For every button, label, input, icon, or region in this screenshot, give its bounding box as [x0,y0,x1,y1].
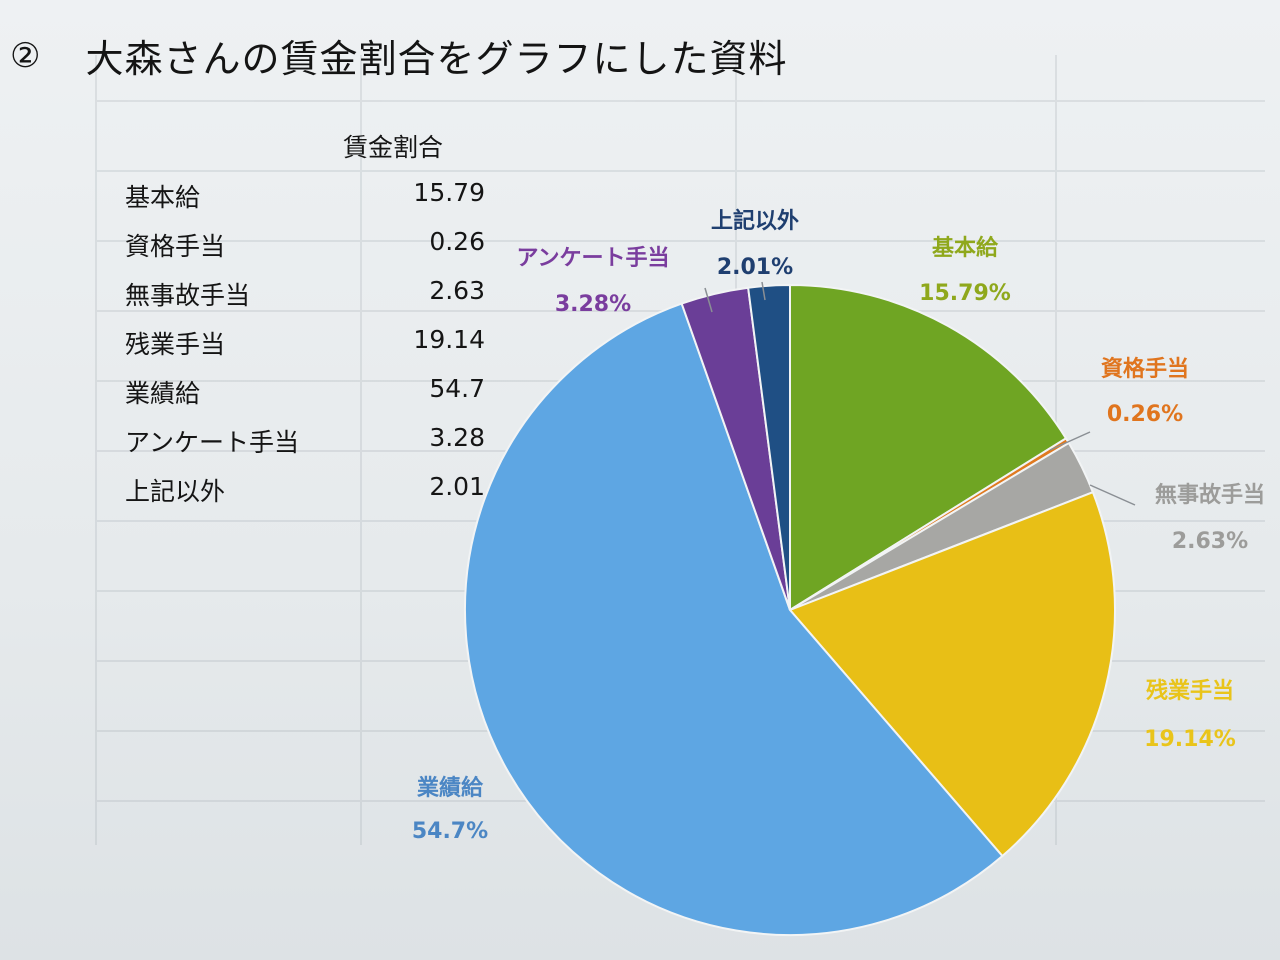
pie-slice-7 [747,283,791,611]
table-row: アンケート手当 3.28 [125,423,485,463]
leader-line [704,287,713,313]
row-label: アンケート手当 [125,428,300,457]
leader-line [1049,431,1091,451]
title-text: 大森さんの賃金割合をグラフにした資料 [85,37,788,81]
slice-name-label: 上記以外 [711,208,799,234]
row-label: 残業手当 [125,330,226,359]
row-value: 54.7 [429,374,485,403]
slice-name-label: 業績給 [417,775,484,801]
slice-percent-label: 19.14% [1144,727,1236,752]
table-row: 基本給 15.79 [125,178,485,218]
pie-slice-4 [788,490,1116,858]
pie-slices [464,283,1116,936]
row-value: 0.26 [429,227,485,256]
slice-name-label: 資格手当 [1101,356,1189,382]
row-label: 上記以外 [125,477,226,506]
table-row: 無事故手当 2.63 [125,276,485,316]
row-value: 19.14 [413,325,485,354]
row-value: 2.01 [429,472,485,501]
row-value: 3.28 [429,423,485,452]
leader-line [1089,484,1136,506]
pie-slice-1 [789,283,1068,612]
slice-name-label: 無事故手当 [1155,482,1265,508]
row-label: 資格手当 [125,232,226,261]
pie-slice-5 [464,302,1004,936]
table-row: 残業手当 19.14 [125,325,485,365]
row-value: 2.63 [429,276,485,305]
row-label: 業績給 [125,379,201,408]
row-label: 無事故手当 [125,281,251,310]
slice-percent-label: 0.26% [1107,402,1183,427]
slice-name-label: 残業手当 [1146,678,1234,704]
slice-percent-label: 2.63% [1172,529,1248,554]
table-row: 業績給 54.7 [125,374,485,414]
slice-name-label: 基本給 [932,235,999,261]
slice-percent-label: 15.79% [919,281,1011,306]
slice-percent-label: 2.01% [717,255,793,280]
table-row: 資格手当 0.26 [125,227,485,267]
table-row: 上記以外 2.01 [125,472,485,512]
section-number: ② [10,35,42,76]
slice-percent-label: 54.7% [412,819,488,844]
page-title: ② 大森さんの賃金割合をグラフにした資料 [10,28,788,83]
row-label: 基本給 [125,183,201,212]
slice-percent-label: 3.28% [555,292,631,317]
slice-name-label: アンケート手当 [516,246,669,271]
row-value: 15.79 [413,178,485,207]
leader-line [761,281,766,301]
table-column-header: 賃金割合 [343,133,444,162]
